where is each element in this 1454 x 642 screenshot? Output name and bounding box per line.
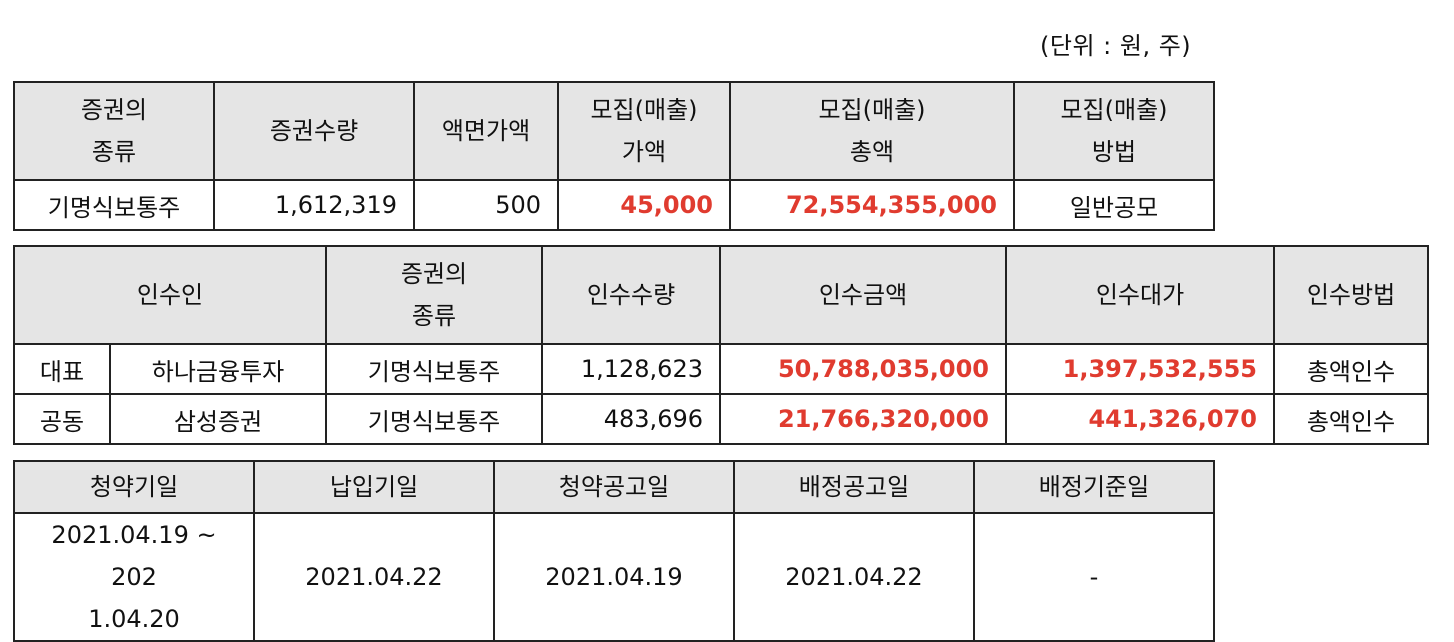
cell-security-type: 기명식보통주: [13, 179, 215, 231]
cell-offering-method: 일반공모: [1013, 179, 1215, 231]
cell-underwriter-name: 하나금융투자: [109, 343, 327, 395]
schedule-data-row: 2021.04.19 ~ 202 1.04.20 2021.04.22 2021.…: [13, 512, 1215, 642]
header-underwriter: 인수인: [13, 245, 327, 345]
cell-quantity: 483,696: [541, 393, 721, 445]
cell-security-type: 기명식보통주: [325, 393, 543, 445]
cell-role: 대표: [13, 343, 111, 395]
offering-data-row: 기명식보통주 1,612,319 500 45,000 72,554,355,0…: [13, 179, 1215, 231]
header-offering-total: 모집(매출) 총액: [729, 81, 1015, 181]
header-security-quantity: 증권수량: [213, 81, 415, 181]
offering-header-row: 증권의 종류 증권수량 액면가액 모집(매출) 가액 모집(매출) 총액 모집(매출)…: [13, 81, 1215, 181]
cell-method: 총액인수: [1273, 343, 1429, 395]
header-offering-price: 모집(매출) 가액: [557, 81, 731, 181]
table-row: 공동 삼성증권 기명식보통주 483,696 21,766,320,000 44…: [13, 393, 1429, 445]
offering-table: 증권의 종류 증권수량 액면가액 모집(매출) 가액 모집(매출) 총액 모집(매출)…: [13, 81, 1215, 231]
cell-quantity: 1,128,623: [541, 343, 721, 395]
cell-role: 공동: [13, 393, 111, 445]
cell-subscription-date: 2021.04.19 ~ 202 1.04.20: [13, 512, 255, 642]
cell-offering-price: 45,000: [557, 179, 731, 231]
header-security-type: 증권의 종류: [13, 81, 215, 181]
underwriter-table: 인수인 증권의 종류 인수수량 인수금액 인수대가 인수방법 대표 하나금융투자 …: [13, 245, 1429, 445]
cell-payment-date: 2021.04.22: [253, 512, 495, 642]
cell-security-type: 기명식보통주: [325, 343, 543, 395]
cell-fee: 1,397,532,555: [1005, 343, 1275, 395]
header-security-type: 증권의 종류: [325, 245, 543, 345]
cell-quantity: 1,612,319: [213, 179, 415, 231]
header-underwriting-amount: 인수금액: [719, 245, 1007, 345]
cell-allotment-base-date: -: [973, 512, 1215, 642]
header-underwriting-quantity: 인수수량: [541, 245, 721, 345]
cell-offering-total: 72,554,355,000: [729, 179, 1015, 231]
schedule-table: 청약기일 납입기일 청약공고일 배정공고일 배정기준일 2021.04.19 ~…: [13, 460, 1215, 642]
header-par-value: 액면가액: [413, 81, 559, 181]
unit-note: (단위 : 원, 주): [1040, 32, 1192, 60]
schedule-header-row: 청약기일 납입기일 청약공고일 배정공고일 배정기준일: [13, 460, 1215, 514]
cell-amount: 21,766,320,000: [719, 393, 1007, 445]
underwriter-header-row: 인수인 증권의 종류 인수수량 인수금액 인수대가 인수방법: [13, 245, 1429, 345]
header-payment-date: 납입기일: [253, 460, 495, 514]
cell-method: 총액인수: [1273, 393, 1429, 445]
cell-fee: 441,326,070: [1005, 393, 1275, 445]
header-subscription-date: 청약기일: [13, 460, 255, 514]
header-subscription-notice-date: 청약공고일: [493, 460, 735, 514]
cell-amount: 50,788,035,000: [719, 343, 1007, 395]
cell-allotment-notice-date: 2021.04.22: [733, 512, 975, 642]
table-row: 대표 하나금융투자 기명식보통주 1,128,623 50,788,035,00…: [13, 343, 1429, 395]
cell-subscription-notice-date: 2021.04.19: [493, 512, 735, 642]
header-underwriting-fee: 인수대가: [1005, 245, 1275, 345]
cell-underwriter-name: 삼성증권: [109, 393, 327, 445]
cell-par-value: 500: [413, 179, 559, 231]
header-allotment-base-date: 배정기준일: [973, 460, 1215, 514]
header-underwriting-method: 인수방법: [1273, 245, 1429, 345]
header-offering-method: 모집(매출) 방법: [1013, 81, 1215, 181]
header-allotment-notice-date: 배정공고일: [733, 460, 975, 514]
